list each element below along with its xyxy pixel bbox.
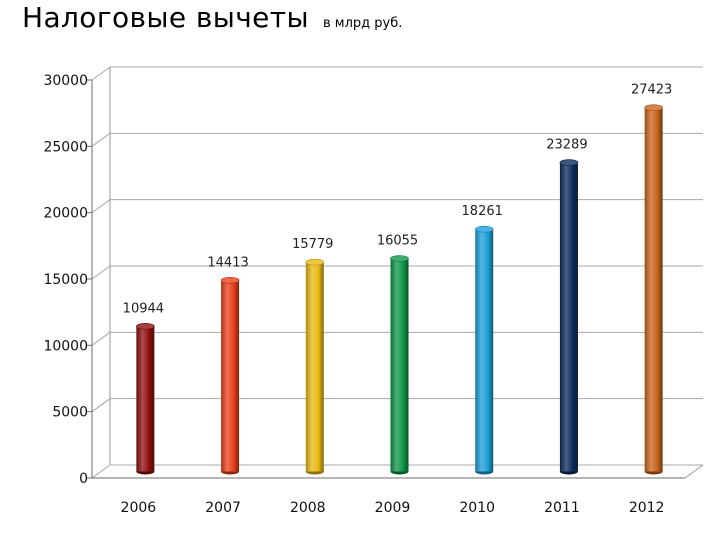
y-tick-label: 20000 (43, 206, 88, 222)
floor-right-edge (684, 464, 704, 479)
bars (136, 104, 663, 475)
bar-2012 (644, 104, 663, 475)
y-tick-label: 0 (79, 471, 88, 487)
data-label: 15779 (292, 237, 333, 252)
bar-2011 (559, 159, 579, 475)
gridline-depth (91, 199, 111, 214)
data-label: 27423 (631, 83, 672, 98)
x-tick-label: 2011 (544, 500, 580, 516)
gridline-depth (91, 265, 111, 280)
y-tick-label: 10000 (43, 338, 88, 354)
axes (87, 67, 704, 479)
gridline-depth (91, 331, 111, 346)
bar-2007 (220, 276, 240, 475)
data-label: 16055 (377, 234, 418, 249)
chart-header: Налоговые вычеты в млрд руб. (22, 0, 402, 36)
chart-title: Налоговые вычеты (22, 1, 310, 34)
chart-unit-label: в млрд руб. (323, 16, 403, 31)
y-tick-label: 30000 (43, 73, 88, 89)
x-tick-labels: 2006 2007 2008 2009 2010 2011 2012 (121, 500, 665, 516)
x-tick-label: 2007 (205, 500, 241, 516)
data-label: 10944 (123, 301, 164, 316)
y-tick-labels: 0 5000 10000 15000 20000 25000 30000 (43, 73, 88, 487)
bar-2008 (305, 258, 325, 475)
bar-2006 (136, 323, 155, 475)
y-tick-label: 15000 (43, 272, 88, 288)
x-tick-label: 2008 (290, 500, 326, 516)
gridline-depth (91, 464, 111, 479)
bar-2010 (474, 225, 494, 475)
y-tick-label: 5000 (52, 405, 88, 421)
data-labels: 10944 14413 15779 16055 18261 23289 27423 (123, 83, 673, 317)
x-tick-label: 2009 (375, 500, 411, 516)
x-tick-label: 2006 (121, 500, 157, 516)
gridline-depth (91, 66, 111, 81)
x-tick-label: 2010 (459, 500, 495, 516)
x-tick-label: 2012 (629, 500, 665, 516)
y-tick-label: 25000 (43, 139, 88, 155)
gridline-depth (91, 132, 111, 147)
data-label: 23289 (546, 138, 587, 153)
bar-2009 (390, 255, 409, 475)
data-label: 14413 (207, 255, 248, 270)
gridline-depth (91, 398, 111, 413)
data-label: 18261 (462, 204, 503, 219)
